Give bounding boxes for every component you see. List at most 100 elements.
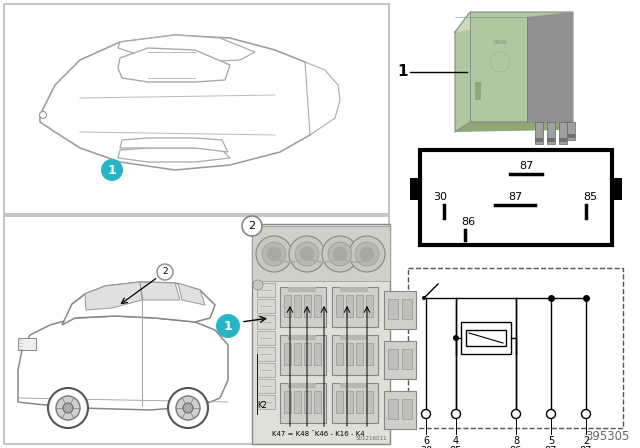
Bar (612, 178, 622, 200)
Bar (567, 134, 575, 138)
Text: 395305: 395305 (586, 430, 630, 443)
Text: 4: 4 (453, 436, 459, 446)
Bar (336, 343, 343, 365)
Circle shape (267, 247, 281, 261)
Text: 30: 30 (420, 446, 432, 448)
Bar (461, 322, 511, 354)
Polygon shape (455, 12, 470, 132)
Text: 2: 2 (162, 267, 168, 276)
Bar (4, 216, 389, 444)
Circle shape (48, 388, 88, 428)
Bar (336, 391, 343, 413)
Circle shape (40, 112, 47, 119)
Polygon shape (18, 316, 228, 410)
Bar (18, 338, 36, 350)
Polygon shape (85, 282, 142, 310)
Polygon shape (118, 48, 230, 82)
Bar (280, 335, 326, 375)
Text: 86: 86 (510, 446, 522, 448)
Polygon shape (140, 282, 180, 300)
Text: 2: 2 (248, 221, 255, 231)
Bar (366, 295, 373, 317)
Bar (257, 379, 275, 393)
Polygon shape (305, 62, 340, 135)
Text: 5: 5 (548, 436, 554, 446)
Bar (294, 295, 301, 317)
Bar (257, 283, 275, 297)
Text: 86: 86 (461, 217, 475, 227)
Text: 87: 87 (545, 446, 557, 448)
Text: 85: 85 (583, 192, 597, 202)
Polygon shape (118, 148, 230, 162)
Bar (356, 391, 363, 413)
Bar (346, 295, 353, 317)
Circle shape (262, 242, 286, 266)
Bar (288, 287, 316, 292)
Circle shape (56, 396, 80, 420)
Bar (304, 295, 311, 317)
Bar (340, 383, 368, 388)
Circle shape (157, 264, 173, 280)
Text: 1: 1 (397, 65, 408, 79)
Bar (257, 395, 275, 409)
Bar (402, 299, 412, 319)
Circle shape (547, 409, 556, 418)
Bar (257, 363, 275, 377)
Bar (410, 178, 420, 200)
Text: 87: 87 (580, 446, 592, 448)
Circle shape (101, 159, 123, 181)
Bar (332, 287, 378, 327)
Bar (559, 122, 567, 144)
Polygon shape (40, 35, 330, 170)
Circle shape (216, 314, 240, 338)
Bar (346, 343, 353, 365)
Bar (257, 315, 275, 329)
Bar (257, 331, 275, 345)
Bar (535, 122, 543, 144)
Circle shape (360, 247, 374, 261)
Bar (4, 4, 389, 214)
Bar (280, 287, 326, 327)
Bar (475, 82, 481, 100)
Bar (547, 138, 555, 142)
Bar (384, 291, 416, 329)
Text: 87: 87 (519, 161, 533, 171)
Bar (366, 343, 373, 365)
Text: 8: 8 (513, 436, 519, 446)
Circle shape (295, 242, 319, 266)
Circle shape (176, 396, 200, 420)
Bar (388, 399, 398, 419)
Bar (340, 287, 368, 292)
Polygon shape (62, 282, 215, 325)
Bar (314, 391, 321, 413)
Polygon shape (470, 12, 573, 122)
Text: 1: 1 (108, 164, 116, 177)
Bar (547, 122, 555, 144)
Circle shape (422, 296, 426, 300)
Bar (284, 295, 291, 317)
Circle shape (328, 242, 352, 266)
Text: 1: 1 (223, 319, 232, 332)
Bar (420, 150, 612, 245)
Circle shape (453, 335, 459, 341)
Circle shape (355, 242, 379, 266)
Text: S01216011: S01216011 (355, 436, 387, 441)
Bar (284, 343, 291, 365)
Circle shape (256, 236, 292, 272)
Circle shape (242, 216, 262, 236)
Bar (356, 343, 363, 365)
Circle shape (253, 280, 263, 290)
Polygon shape (527, 12, 573, 122)
Text: 85: 85 (450, 446, 462, 448)
Bar (402, 349, 412, 369)
Text: K47 = K48 ¯K46 - K16 - K4: K47 = K48 ¯K46 - K16 - K4 (272, 431, 365, 437)
Bar (294, 391, 301, 413)
Bar (402, 399, 412, 419)
Bar (304, 391, 311, 413)
Text: K2: K2 (257, 401, 267, 410)
Circle shape (422, 409, 431, 418)
Text: 30: 30 (433, 192, 447, 202)
Bar (535, 138, 543, 142)
Bar (384, 391, 416, 429)
Bar (408, 268, 623, 428)
